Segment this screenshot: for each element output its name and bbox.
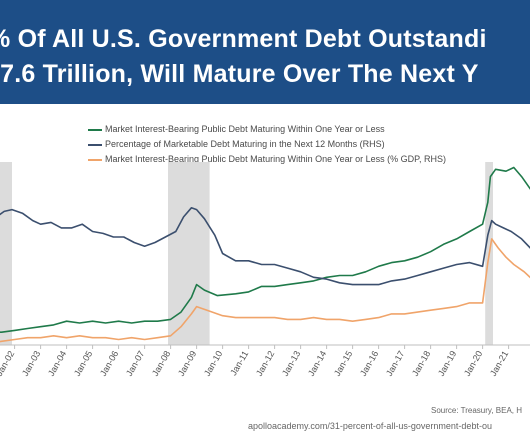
recession-band-0 <box>0 162 12 345</box>
title-banner: % Of All U.S. Government Debt Outstandi … <box>0 0 530 104</box>
x-tick-label-Jan-07: Jan-07 <box>124 349 146 378</box>
x-tick-label-Jan-15: Jan-15 <box>332 349 354 378</box>
legend-swatch-navy <box>88 144 102 146</box>
x-tick-label-Jan-12: Jan-12 <box>254 349 276 378</box>
x-tick-label-Jan-17: Jan-17 <box>384 349 406 378</box>
x-tick-label-Jan-08: Jan-08 <box>150 349 172 378</box>
source-url: apolloacademy.com/31-percent-of-all-us-g… <box>248 421 492 431</box>
legend-item-navy: Percentage of Marketable Debt Maturing i… <box>88 137 528 152</box>
x-tick-label-Jan-06: Jan-06 <box>98 349 120 378</box>
chart-legend: Market Interest-Bearing Public Debt Matu… <box>88 122 528 167</box>
x-tick-label-Jan-18: Jan-18 <box>410 349 432 378</box>
legend-label-green: Market Interest-Bearing Public Debt Matu… <box>105 124 385 134</box>
x-tick-label-Jan-05: Jan-05 <box>72 349 94 378</box>
chart-title-line-2: $7.6 Trillion, Will Mature Over The Next… <box>0 60 479 88</box>
recession-band-1 <box>168 162 210 345</box>
x-tick-label-Jan-16: Jan-16 <box>358 349 380 378</box>
legend-label-navy: Percentage of Marketable Debt Maturing i… <box>105 139 385 149</box>
x-tick-label-Jan-04: Jan-04 <box>46 349 68 378</box>
chart-title-line-1: % Of All U.S. Government Debt Outstandi <box>0 25 487 53</box>
legend-item-green: Market Interest-Bearing Public Debt Matu… <box>88 122 528 137</box>
series-line-navy <box>0 207 530 286</box>
legend-item-orange: Market Interest-Bearing Public Debt Matu… <box>88 152 528 167</box>
legend-label-orange: Market Interest-Bearing Public Debt Matu… <box>105 154 446 164</box>
x-tick-label-Jan-21: Jan-21 <box>488 349 510 378</box>
x-tick-label-Jan-14: Jan-14 <box>306 349 328 378</box>
x-tick-label-Jan-10: Jan-10 <box>202 349 224 378</box>
x-tick-label-Jan-20: Jan-20 <box>462 349 484 378</box>
x-tick-label-Jan-19: Jan-19 <box>436 349 458 378</box>
series-line-orange <box>0 238 530 343</box>
x-tick-label-Jan-13: Jan-13 <box>280 349 302 378</box>
source-note: Source: Treasury, BEA, H <box>431 406 522 415</box>
x-tick-label-Jan-02: Jan-02 <box>0 349 16 378</box>
x-tick-label-Jan-09: Jan-09 <box>176 349 198 378</box>
legend-swatch-orange <box>88 159 102 161</box>
chart-plot-area: Jan-02 Jan-03 Jan-04 Jan-05 Jan-06 Jan-07 Jan-… <box>0 162 530 378</box>
x-tick-label-Jan-11: Jan-11 <box>228 349 250 377</box>
x-tick-label-Jan-03: Jan-03 <box>20 349 42 378</box>
legend-swatch-green <box>88 129 102 131</box>
series-line-green <box>0 166 530 333</box>
